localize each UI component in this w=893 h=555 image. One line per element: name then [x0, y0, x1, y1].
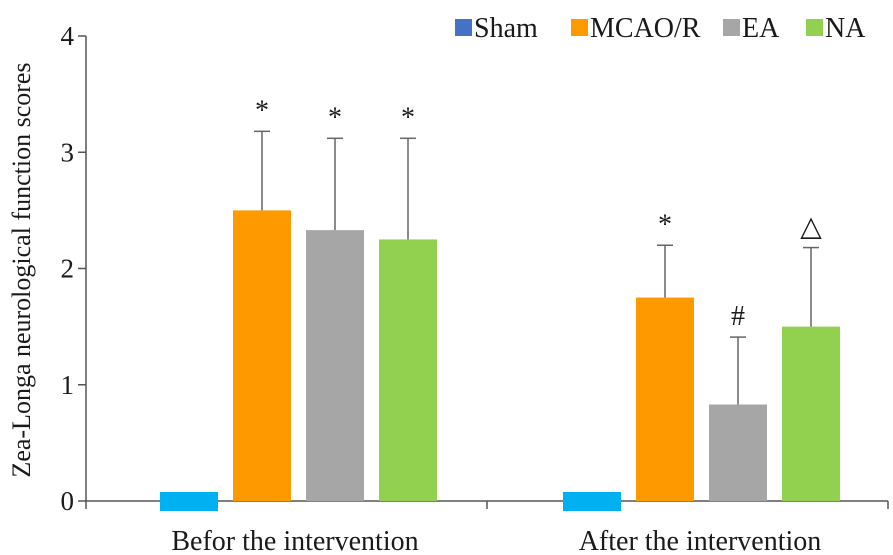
- y-ticks: 0 1 2 3 4: [61, 21, 86, 516]
- y-tick-label-3: 3: [61, 137, 75, 167]
- x-category-label-1: After the intervention: [579, 526, 822, 555]
- error-bars: [254, 130, 819, 405]
- significance-annotations: * * * # * △: [255, 95, 822, 332]
- y-tick-label-4: 4: [61, 21, 75, 51]
- bar-NA-1: [782, 326, 840, 501]
- y-tick-label-1: 1: [61, 370, 75, 400]
- legend-swatch-Sham: [455, 19, 472, 36]
- bar-Sham-1: [563, 492, 621, 511]
- bar-Sham-0: [160, 492, 218, 511]
- annotation-MCAO/R-0: *: [255, 95, 269, 126]
- legend-swatch-EA: [723, 19, 740, 36]
- legend-label-NA: NA: [825, 13, 866, 44]
- y-tick-label-2: 2: [61, 254, 75, 284]
- y-tick-label-0: 0: [61, 486, 75, 516]
- x-category-labels: Befor the intervention After the interven…: [171, 526, 821, 555]
- annotation-EA-1: #: [731, 301, 745, 332]
- axes: [85, 36, 889, 509]
- bar-MCAO/R-0: [233, 210, 291, 501]
- legend-label-Sham: Sham: [474, 13, 538, 44]
- legend-swatch-MCAO/R: [571, 19, 588, 36]
- x-category-label-0: Befor the intervention: [171, 526, 418, 555]
- legend: Sham MCAO/R EA NA: [455, 13, 866, 44]
- y-axis-label: Zea-Longa neurological function scores: [7, 62, 36, 477]
- bars: [160, 210, 840, 511]
- legend-label-MCAO/R: MCAO/R: [590, 13, 701, 44]
- bar-MCAO/R-1: [636, 297, 694, 501]
- legend-swatch-NA: [806, 19, 823, 36]
- annotation-EA-0: *: [328, 102, 342, 133]
- annotation-NA-1: △: [800, 212, 822, 243]
- annotation-MCAO/R-1: *: [658, 209, 672, 240]
- bar-EA-1: [709, 404, 767, 501]
- bar-NA-0: [379, 239, 437, 501]
- bar-EA-0: [306, 230, 364, 501]
- legend-label-EA: EA: [742, 13, 780, 44]
- annotation-NA-0: *: [401, 102, 415, 133]
